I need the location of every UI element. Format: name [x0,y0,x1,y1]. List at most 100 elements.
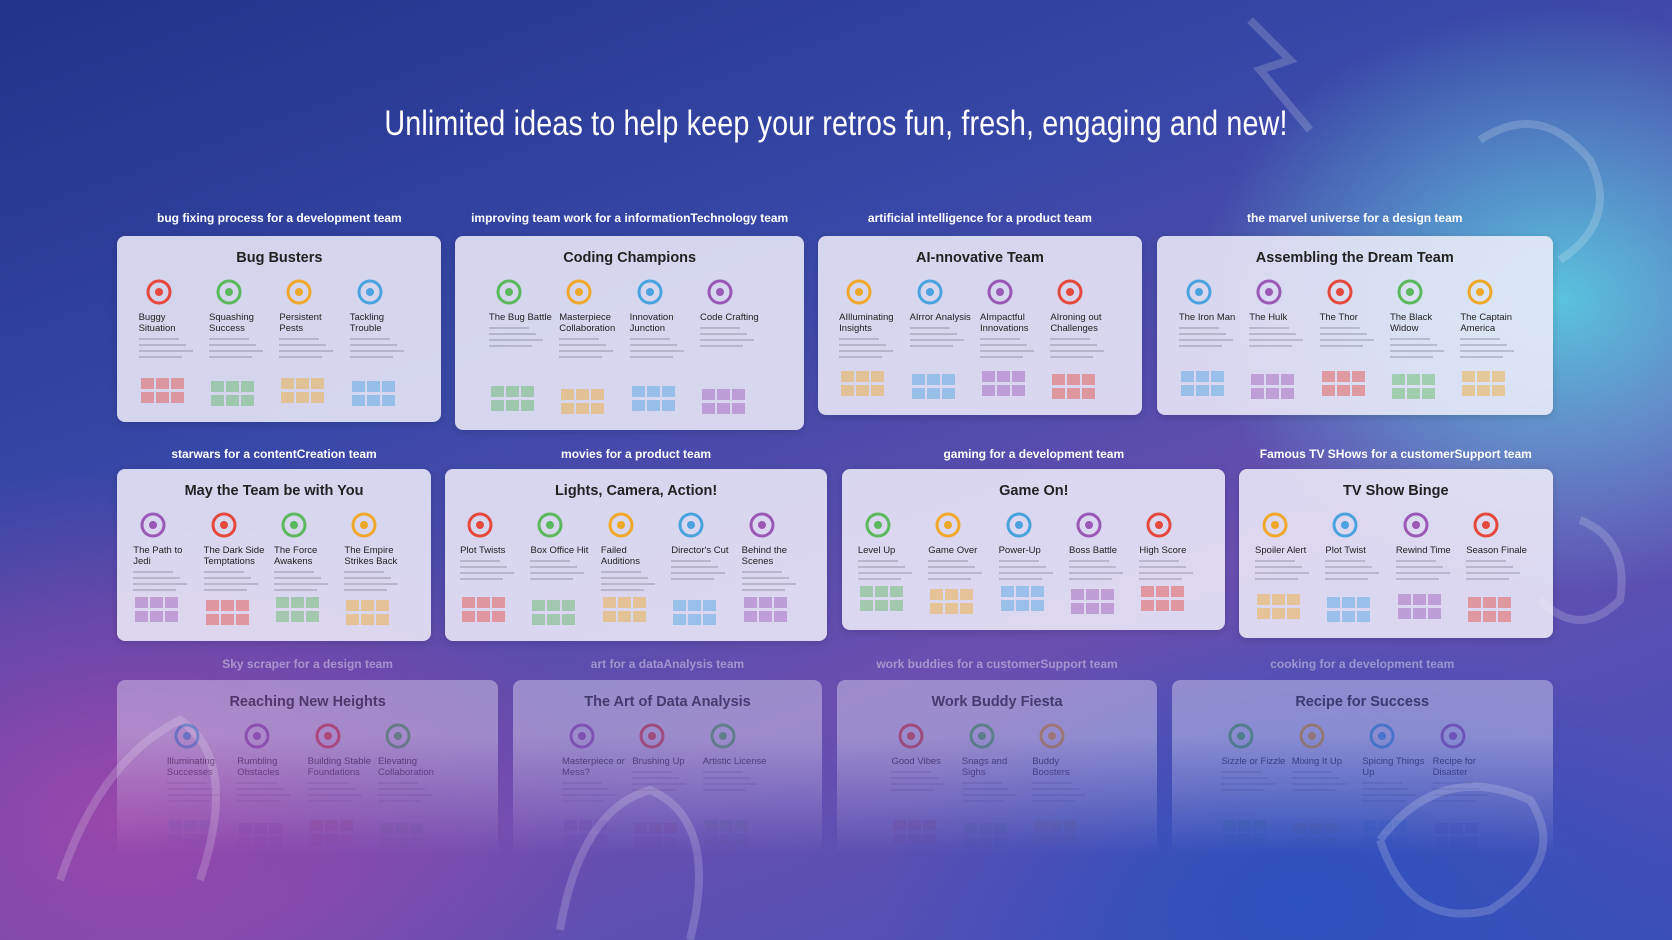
description-line [133,583,188,586]
description-line [1139,572,1194,575]
sticky-note [477,596,491,608]
column-label: Tackling Trouble [349,311,385,334]
card-column: The Thor [1319,276,1386,347]
description-line [274,577,322,580]
description-line [488,338,543,341]
sticky-note [981,384,995,396]
description-line [1068,560,1109,563]
description-line [1032,800,1076,803]
sticky-note [547,599,561,611]
card-column: AIroning out Challenges [1050,276,1116,358]
description-line [1466,560,1507,563]
sticky-note [1427,593,1441,605]
description-line [559,355,603,358]
card-caption: Sky scraper for a design team [222,656,393,671]
card-title: Coding Champions [563,249,697,266]
sticky-note [309,833,323,845]
sticky-note [1253,833,1267,845]
description-line [1460,349,1515,352]
description-line [377,800,421,803]
description-line [1325,572,1380,575]
description-line [208,337,249,340]
sticky-note [361,613,375,625]
column-label: The Captain America [1460,311,1513,334]
sticky-note [1070,589,1084,601]
column-label: Spicing Things Up [1362,756,1425,779]
description-line [344,577,392,580]
sticky-note [1000,600,1014,612]
sticky-note [664,822,678,834]
description-line [349,349,404,352]
column-label: Squashing Success [208,311,254,334]
column-label: Buddy Boosters [1032,756,1070,779]
description-line [998,560,1039,563]
column-label: Code Crafting [700,311,759,323]
card-column: High Score [1139,509,1205,581]
sticky-note [1336,384,1350,396]
sticky-note [1462,370,1476,382]
card-caption: Famous TV SHows for a customerSupport te… [1259,446,1532,461]
description-line [1432,782,1473,785]
sticky-note [346,599,360,611]
description-line [561,788,609,791]
sticky-note [631,385,645,397]
column-label: AIroning out Challenges [1050,311,1102,334]
description-line [857,578,901,581]
card-column: AImpactful Innovations [979,276,1046,358]
sticky-note [1210,384,1224,396]
description-line [274,571,315,574]
description-line [279,349,334,352]
sticky-note [381,381,395,393]
description-line [1319,326,1360,329]
sticky-note [168,833,182,845]
card-column: The Dark Side Temptations [203,509,270,592]
sticky-note [339,819,353,831]
sticky-note [1195,384,1209,396]
card-column: Director's Cut [671,509,737,581]
description-line [1319,338,1374,341]
column-label: AIrror Analysis [909,311,971,323]
sticky-note [703,599,717,611]
sticky-note [1364,833,1378,845]
description-line [1466,572,1521,575]
sticky-note [1323,836,1337,848]
sticky-note [996,384,1010,396]
card-column: Brushing Up [632,720,698,792]
column-label: The Force Awakens [274,545,318,568]
card-column: The Empire Strikes Back [344,509,410,592]
description-line [741,589,785,592]
description-line [979,349,1034,352]
sticky-note [993,836,1007,848]
description-line [1068,572,1123,575]
sticky-note [617,596,631,608]
card-column: Masterpiece or Mess? [561,720,628,803]
column-icon [1473,512,1499,538]
card-column: Illuminating Successes [166,720,233,803]
sticky-note [874,600,888,612]
sticky-note [1171,586,1185,598]
description-line [1255,566,1303,569]
sticky-note [269,822,283,834]
description-line [488,326,529,329]
card-column: The Captain America [1460,276,1526,358]
sticky-note [346,613,360,625]
column-label: Snags and Sighs [961,756,1008,779]
description-line [530,578,574,581]
card-column: AIlluminating Insights [839,276,905,358]
card-column: Masterpiece Collaboration [559,276,625,358]
column-label: The Hulk [1249,311,1288,323]
sticky-note [170,392,184,404]
description-line [133,589,177,592]
card-caption: cooking for a development team [1270,656,1455,671]
sticky-note [1357,610,1371,622]
column-icon [707,279,733,305]
sticky-note [462,610,476,622]
sticky-note [1492,384,1506,396]
card-title: AI-nnovative Team [916,249,1044,266]
description-line [671,578,715,581]
description-line [629,337,670,340]
sticky-note [941,387,955,399]
sticky-note [578,833,592,845]
description-line [1460,343,1508,346]
